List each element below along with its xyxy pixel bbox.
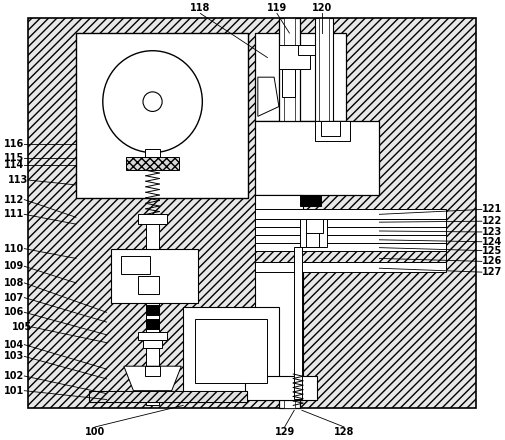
Bar <box>293 247 301 399</box>
Bar <box>283 18 294 408</box>
Bar <box>144 149 160 157</box>
Circle shape <box>103 51 202 153</box>
Bar <box>281 70 294 97</box>
Text: 104: 104 <box>4 340 24 350</box>
Bar <box>126 157 179 170</box>
Text: 122: 122 <box>481 216 501 226</box>
Text: 121: 121 <box>481 205 501 214</box>
Bar <box>145 214 159 405</box>
Bar <box>255 33 345 121</box>
Text: 105: 105 <box>12 322 32 332</box>
Bar <box>255 251 445 262</box>
Bar <box>255 262 445 272</box>
Bar <box>255 209 445 219</box>
Bar <box>121 257 149 274</box>
Bar <box>320 121 339 136</box>
Text: 100: 100 <box>85 427 105 437</box>
Bar <box>255 121 379 195</box>
Text: 109: 109 <box>4 261 24 271</box>
Bar <box>89 391 247 403</box>
Bar <box>145 305 159 315</box>
Text: 123: 123 <box>481 227 501 237</box>
Bar <box>194 319 267 383</box>
Bar <box>138 332 167 340</box>
Text: 129: 129 <box>274 427 294 437</box>
Text: 110: 110 <box>4 244 24 253</box>
Text: 106: 106 <box>4 307 24 317</box>
Bar <box>315 18 332 146</box>
Text: 119: 119 <box>266 4 286 14</box>
Text: 112: 112 <box>4 194 24 205</box>
Bar <box>144 366 160 376</box>
Text: 124: 124 <box>481 237 501 247</box>
Text: 101: 101 <box>4 386 24 396</box>
Bar <box>143 340 162 348</box>
Bar <box>111 249 197 303</box>
Text: 128: 128 <box>333 427 354 437</box>
Text: 126: 126 <box>481 257 501 266</box>
Text: 116: 116 <box>4 139 24 149</box>
Text: 103: 103 <box>4 352 24 361</box>
Text: 108: 108 <box>4 278 24 288</box>
Bar <box>183 308 278 396</box>
Text: 113: 113 <box>8 175 28 185</box>
Bar <box>278 45 309 70</box>
Text: 125: 125 <box>481 246 501 256</box>
Bar <box>315 121 349 141</box>
Bar <box>138 214 167 224</box>
Bar <box>299 219 326 247</box>
Text: 120: 120 <box>311 4 331 14</box>
Bar <box>319 18 328 146</box>
Polygon shape <box>258 77 278 116</box>
Bar <box>255 227 445 235</box>
Bar <box>305 219 322 233</box>
Bar <box>89 391 247 403</box>
Text: 111: 111 <box>4 209 24 219</box>
Bar <box>245 376 317 400</box>
Text: 127: 127 <box>481 267 501 277</box>
Bar <box>255 243 445 251</box>
Bar <box>145 319 159 329</box>
Bar <box>278 18 299 408</box>
Bar <box>138 276 159 293</box>
Bar <box>313 195 320 206</box>
Bar <box>299 195 315 206</box>
Text: 114: 114 <box>4 160 24 170</box>
Text: 115: 115 <box>4 154 24 164</box>
Bar <box>255 195 302 400</box>
Bar <box>76 33 248 198</box>
Circle shape <box>143 92 162 111</box>
Text: 102: 102 <box>4 371 24 381</box>
Bar <box>255 235 445 243</box>
Bar <box>297 45 315 55</box>
Bar <box>255 219 445 227</box>
Text: 118: 118 <box>190 4 210 14</box>
Bar <box>305 233 319 247</box>
Text: 107: 107 <box>4 293 24 303</box>
Polygon shape <box>124 366 181 391</box>
